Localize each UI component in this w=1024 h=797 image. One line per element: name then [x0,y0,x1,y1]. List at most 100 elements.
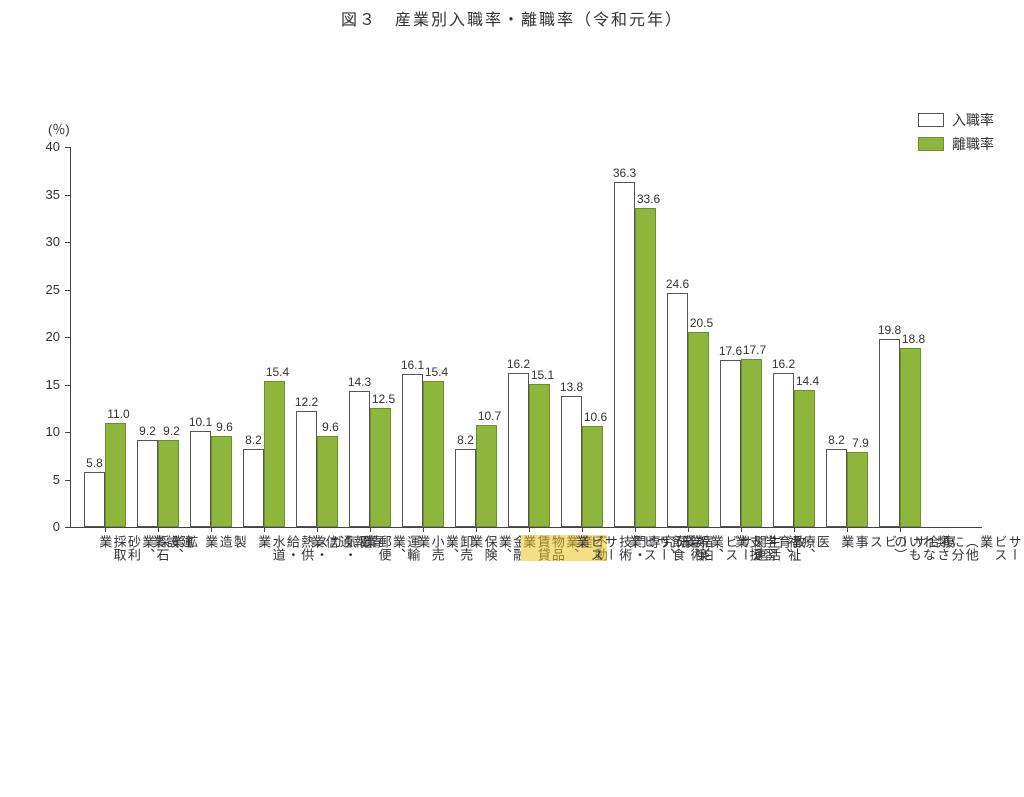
category-label: 製造業 [203,535,246,548]
bar-series1 [296,411,317,527]
bar-series1 [190,431,211,527]
y-axis-unit: (％) [48,119,70,138]
x-tick [688,527,689,532]
y-tick-label: 10 [30,424,60,439]
x-tick [264,527,265,532]
y-tick [65,290,70,291]
y-tick-label: 25 [30,282,60,297]
value-label-series2: 10.7 [474,409,505,423]
bar-series2 [688,332,709,527]
bar-series2 [847,452,868,527]
bar-series1 [879,339,900,527]
value-label-series2: 9.2 [156,424,187,438]
x-tick [794,527,795,532]
value-label-series2: 14.4 [792,374,823,388]
chart-title: 図３ 産業別入職率・離職率（令和元年） [0,6,1024,30]
y-tick-label: 35 [30,187,60,202]
value-label-series2: 17.7 [739,343,770,357]
bar-series1 [455,449,476,527]
category-label: 卸売業、小売業 [415,535,472,561]
bar-series1 [614,182,635,527]
bar-series1 [667,293,688,527]
value-label-series2: 9.6 [315,420,346,434]
y-tick [65,432,70,433]
bar-series1 [402,374,423,527]
value-label-series2: 33.6 [633,192,664,206]
plot-area: (％) 05101520253035405.811.0鉱業、採石業、砂利採取業9… [70,147,982,527]
bar-series1 [826,449,847,527]
bar-series2 [264,381,285,527]
y-tick [65,242,70,243]
category-label: 医療、福祉 [786,535,829,561]
x-tick [582,527,583,532]
y-tick [65,385,70,386]
value-label-series1: 14.3 [345,375,374,389]
bar-series1 [243,449,264,527]
bar-series1 [773,373,794,527]
value-label-series1: 16.2 [769,357,798,371]
bar-series2 [211,436,232,527]
value-label-series1: 36.3 [610,166,639,180]
y-tick-label: 40 [30,139,60,154]
value-label-series1: 24.6 [663,277,692,291]
x-tick [317,527,318,532]
value-label-series2: 15.4 [421,365,452,379]
value-label-series2: 7.9 [845,436,876,450]
x-tick [741,527,742,532]
x-tick [105,527,106,532]
value-label-series1: 5.8 [80,456,109,470]
x-tick [211,527,212,532]
bar-series1 [84,472,105,527]
category-label: 金融業、保険業 [468,535,525,561]
bar-series1 [137,440,158,527]
bar-series2 [635,208,656,527]
bar-series2 [158,440,179,527]
x-tick [476,527,477,532]
x-tick [847,527,848,532]
bar-series1 [508,373,529,527]
category-label: 運輸業、郵便業 [362,535,419,561]
value-label-series1: 8.2 [239,433,268,447]
value-label-series2: 15.1 [527,368,558,382]
value-label-series2: 12.5 [368,392,399,406]
y-tick [65,337,70,338]
value-label-series2: 18.8 [898,332,929,346]
value-label-series2: 15.4 [262,365,293,379]
bar-series1 [720,360,741,527]
x-tick [635,527,636,532]
x-tick [900,527,901,532]
bar-series2 [317,436,338,527]
legend-item-1: 入職率 [918,110,994,130]
bar-series2 [105,423,126,528]
bar-series2 [741,359,762,527]
value-label-series2: 9.6 [209,420,240,434]
value-label-series1: 8.2 [451,433,480,447]
bar-series2 [582,426,603,527]
bar-series2 [423,381,444,527]
value-label-series1: 13.8 [557,380,586,394]
value-label-series2: 20.5 [686,316,717,330]
x-tick [370,527,371,532]
y-tick-label: 15 [30,377,60,392]
legend-label-1: 入職率 [952,110,994,130]
x-axis [70,527,982,528]
category-label: 建設業 [150,535,193,548]
value-label-series2: 11.0 [103,407,134,421]
y-tick [65,480,70,481]
y-tick [65,147,70,148]
legend-swatch-1 [918,113,944,127]
y-tick-label: 30 [30,234,60,249]
bar-series2 [529,384,550,527]
y-tick-label: 0 [30,519,60,534]
x-tick [158,527,159,532]
value-label-series2: 10.6 [580,410,611,424]
y-axis [70,147,71,527]
y-tick [65,527,70,528]
bar-series2 [794,390,815,527]
x-tick [529,527,530,532]
y-tick-label: 5 [30,472,60,487]
chart-page: 図３ 産業別入職率・離職率（令和元年） 入職率 離職率 (％) 05101520… [0,0,1024,797]
bar-series2 [900,348,921,527]
y-tick-label: 20 [30,329,60,344]
value-label-series1: 12.2 [292,395,321,409]
